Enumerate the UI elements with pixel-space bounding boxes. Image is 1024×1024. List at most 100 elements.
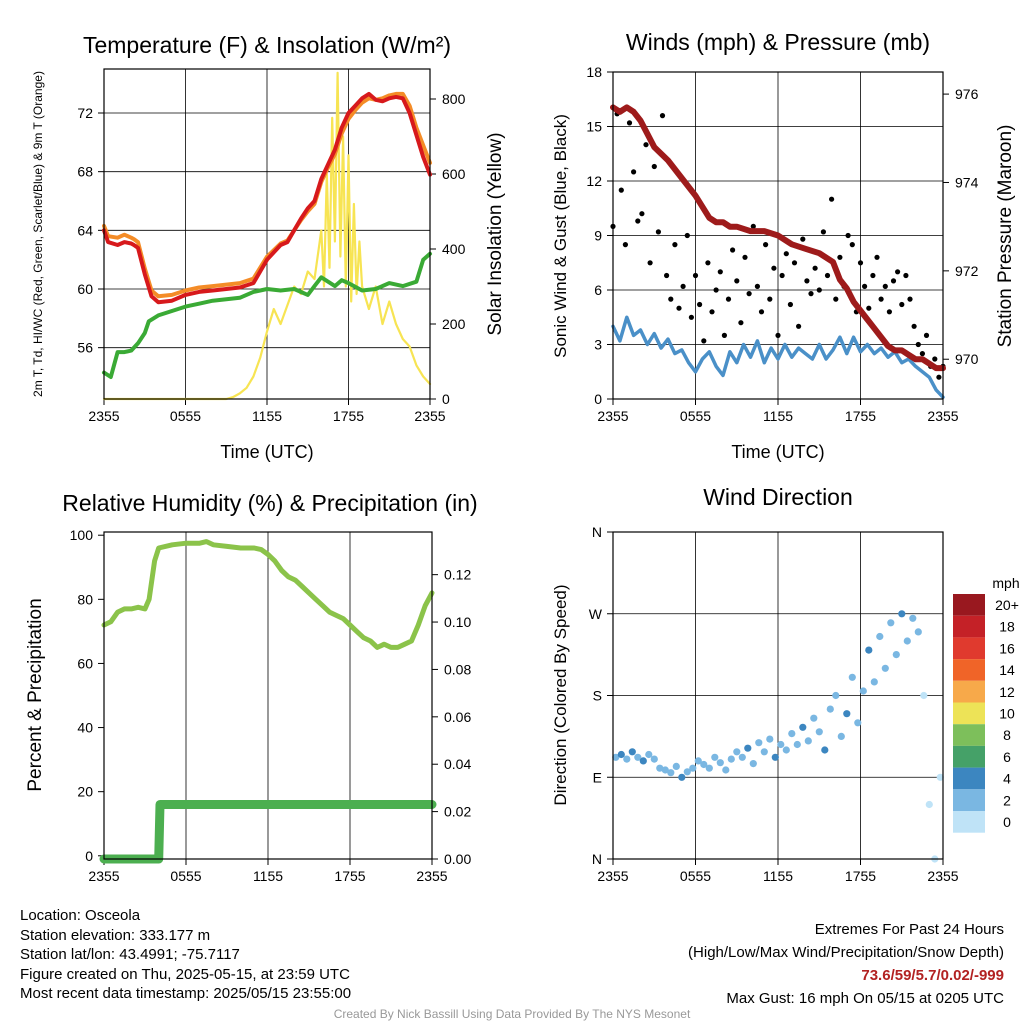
gust-point [618,187,624,193]
gust-point [890,278,897,284]
gust-point [758,309,765,315]
credit-text: Created By Nick Bassill Using Data Provi… [333,1007,691,1021]
x-tick-label: 1155 [252,408,282,424]
gust-point [808,291,814,297]
gust-point [742,254,748,260]
gust-point [882,283,888,289]
gust-point [635,218,641,224]
gust-point [684,232,690,239]
direction-point [628,748,636,756]
gust-point [791,260,798,266]
direction-point [639,757,647,765]
x-tick-label: 2355 [927,868,958,884]
panel-1: 2355 0555 1155 1755 2355 56 60 64 68 72 0 200 400 600… [77,68,466,424]
created-text: Figure created on Thu, 2025-05-15, at 23… [20,965,350,983]
series-line-td [102,251,432,379]
x-tick-label: 2355 [927,408,958,424]
colorbar-swatch [953,702,985,725]
gust-point [668,296,674,302]
colorbar: mph 20+ 18 16 14 12 10 8 6 4 2 0 [953,575,1020,833]
colorbar-swatch [953,659,985,681]
extremes-legend: (High/Low/Max Wind/Precipitation/Snow De… [688,944,1004,961]
direction-point [738,753,746,761]
gust-point [767,296,773,302]
max-gust-text: Max Gust: 16 mph On 05/15 at 0205 UTC [726,990,1004,1007]
direction-point [892,651,900,659]
direction-point [782,746,790,754]
gust-point [771,265,777,271]
y2-axis-title-insolation: Solar Insolation (Yellow) [485,132,506,335]
direction-point [634,753,642,761]
y2-axis-title-pressure: Station Pressure (Maroon) [995,125,1016,348]
y2-tick-label: 200 [442,316,466,332]
panel-3: 2355 0555 1155 1755 2355 0 20 40 60 80 100 0.00 0.02… [70,527,472,884]
direction-point [832,691,840,700]
gust-point [915,341,921,348]
y-axis-title-temperature: 2m T, Td, HI/WC (Red, Green, Scarlet/Blu… [31,71,45,397]
gust-point [775,332,781,338]
gust-point [692,272,699,279]
extremes-values: 73.6/59/5.7/0.02/-999 [861,967,1004,984]
gust-point [651,163,657,170]
gust-point [626,120,633,126]
x-axis-title-winds: Time (UTC) [731,442,824,462]
latlon-text: Station lat/lon: 43.4991; -75.7117 [20,946,240,963]
series-line-sonic-wind [611,315,945,399]
y-axis-title-direction: Direction (Colored By Speed) [551,584,570,805]
direction-point [766,735,774,743]
y-tick-label: N [592,524,602,540]
direction-point [755,739,763,747]
y2-tick-label: 600 [442,166,466,182]
direction-point [705,764,713,772]
gust-point [923,332,930,338]
colorbar-label: 2 [1003,792,1011,808]
y-tick-label: S [593,688,602,704]
direction-point [683,768,691,776]
direction-point [826,705,834,713]
x-tick-label: 2355 [416,868,447,884]
y-tick-label: 18 [586,64,602,80]
gust-point [849,242,855,248]
y-tick-label: E [593,769,602,785]
gust-point [738,320,744,326]
y2-tick-label: 0.10 [444,614,471,630]
direction-point [617,750,625,759]
gust-point [655,229,662,235]
gust-point [932,356,938,362]
gust-point [705,260,711,266]
direction-point [760,748,768,756]
gust-point [680,283,686,289]
direction-point [656,764,664,772]
panel-2: 2355 0555 1155 1755 235503691215189709729749… [586,64,978,424]
recent-data-text: Most recent data timestamp: 2025/05/15 2… [20,985,352,1002]
colorbar-swatch [953,637,985,660]
direction-point [804,737,812,745]
x-tick-label: 2355 [88,408,119,424]
y-tick-label: 12 [586,173,602,189]
gust-point [717,269,723,275]
gust-point [787,301,794,308]
x-tick-label: 1755 [333,408,364,424]
colorbar-title: mph [992,575,1019,591]
x-tick-label: 1155 [763,408,793,424]
direction-point [749,760,757,768]
direction-point [810,714,818,722]
direction-point [859,687,867,695]
colorbar-label: 10 [999,706,1015,722]
chart-title-humidity: Relative Humidity (%) & Precipitation (i… [62,490,477,516]
gust-point [783,251,789,257]
gust-point [643,142,649,148]
direction-point [667,769,675,777]
gust-point [812,265,818,271]
y-tick-label: 20 [77,784,93,800]
gust-point [866,305,872,311]
gust-point [886,309,893,315]
colorbar-label: 18 [999,619,1015,635]
gust-point [907,296,913,302]
direction-point [881,664,889,672]
direction-point [777,740,785,749]
direction-point [744,744,752,752]
colorbar-swatch [953,615,985,638]
x-tick-label: 0555 [170,408,201,424]
